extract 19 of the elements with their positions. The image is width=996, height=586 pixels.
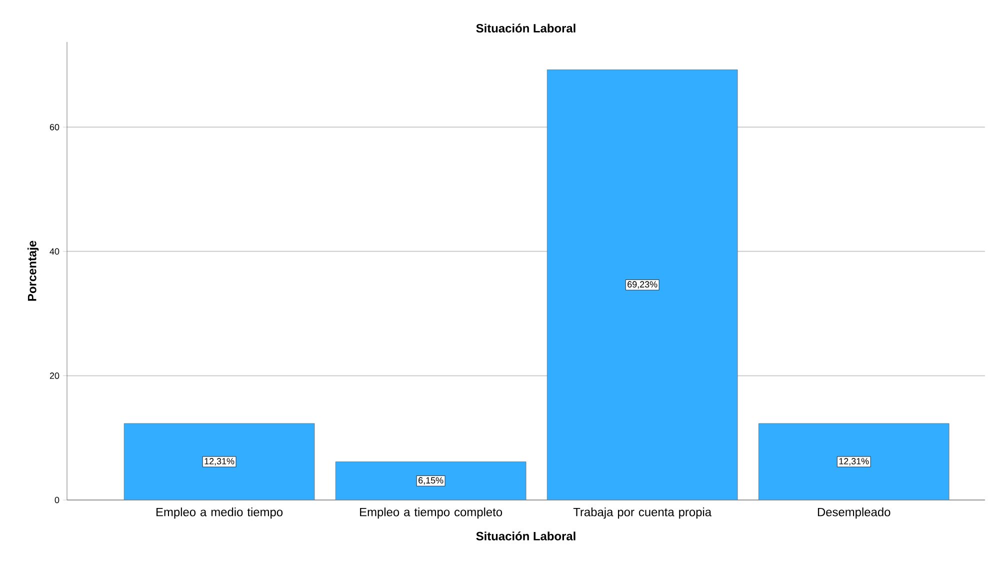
- bar: [758, 423, 950, 500]
- x-tick-label: Empleo a tiempo completo: [360, 508, 502, 519]
- y-tick-label: 40: [50, 248, 60, 255]
- x-tick-label: Empleo a medio tiempo: [156, 508, 283, 519]
- bar: [546, 70, 738, 500]
- data-label: 12,31%: [839, 458, 869, 466]
- y-tick-label: 20: [50, 372, 60, 379]
- chart-title: Situación Laboral: [476, 24, 576, 32]
- x-tick-label: Trabaja por cuenta propia: [573, 508, 712, 519]
- bar: [124, 423, 315, 500]
- bar: [335, 462, 526, 500]
- data-label: 6,15%: [418, 477, 444, 485]
- x-axis-title: Situación Laboral: [476, 532, 576, 540]
- y-axis-title: Porcentaje: [28, 240, 39, 301]
- y-tick-label: 0: [54, 496, 60, 504]
- x-tick-label: Desempleado: [818, 508, 890, 519]
- data-label: 69,23%: [628, 281, 658, 289]
- y-tick-label: 60: [50, 124, 60, 130]
- data-label: 12,31%: [204, 458, 234, 466]
